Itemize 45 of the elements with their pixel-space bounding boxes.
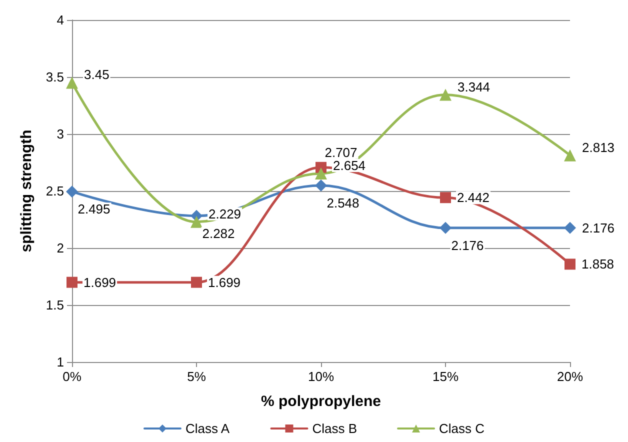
y-tick-label: 2.5 [46, 184, 64, 198]
data-label: 2.813 [582, 140, 615, 155]
y-tick-label: 1 [56, 354, 64, 370]
x-tick-label: 10% [308, 369, 334, 384]
x-tick-label: 15% [432, 369, 459, 384]
point [564, 258, 576, 270]
y-tick-label: 3 [56, 126, 64, 142]
y-axis-title: splitting strength [18, 130, 35, 252]
data-label: 1.858 [582, 256, 614, 272]
y-tick-label: 1.5 [46, 298, 64, 312]
point [191, 276, 202, 288]
data-label: 2.548 [326, 196, 360, 211]
y-tick-label: 2 [56, 240, 64, 256]
data-label: 2.176 [582, 220, 615, 236]
data-label: 3.344 [458, 79, 490, 94]
point [440, 222, 452, 234]
point [564, 222, 576, 234]
point [440, 88, 452, 101]
legend-label: Class B [312, 421, 358, 436]
data-label: 2.442 [457, 190, 490, 206]
data-label: 3.45 [84, 67, 110, 82]
x-tick-label: 0% [62, 369, 82, 384]
point [315, 180, 327, 192]
x-tick-label: 5% [187, 369, 206, 384]
y-tick-label: 4 [56, 12, 64, 28]
legend-label: Class A [185, 421, 230, 436]
data-label: 1.699 [84, 274, 116, 290]
point [564, 149, 576, 162]
y-tick-label: 3.5 [46, 70, 64, 84]
point [315, 167, 327, 180]
point [440, 192, 451, 204]
data-label: 2.176 [451, 238, 484, 253]
point [66, 186, 78, 198]
data-label: 2.495 [78, 202, 110, 217]
x-axis-title: % polypropylene [260, 393, 382, 410]
x-tick-label: 20% [556, 369, 584, 384]
data-label: 2.654 [333, 158, 366, 173]
point [190, 216, 202, 228]
point [66, 276, 78, 288]
point [66, 76, 78, 89]
data-label: 2.707 [324, 144, 358, 160]
legend-label: Class C [439, 421, 485, 436]
data-label: 2.282 [202, 226, 235, 241]
data-label: 1.699 [208, 274, 241, 290]
data-label: 2.229 [208, 206, 242, 222]
